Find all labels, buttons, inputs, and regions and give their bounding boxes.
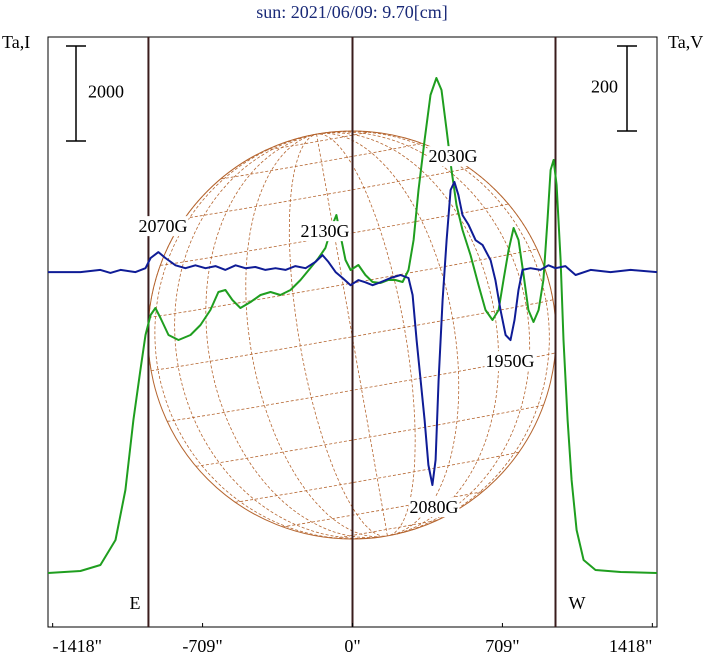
chart-title: sun: 2021/06/09: 9.70[cm]	[256, 2, 448, 22]
annotation: 2130G	[301, 221, 350, 241]
annotation: 2070G	[139, 216, 188, 236]
scale-bar-label: 2000	[88, 82, 124, 102]
annotation: 2030G	[429, 146, 478, 166]
series-line	[47, 77, 658, 574]
annotation: 2080G	[410, 497, 459, 517]
disk-grid-line	[235, 451, 520, 503]
disk-grid-line	[288, 133, 385, 537]
disk-grid-line	[316, 134, 388, 536]
disk-grid-line	[150, 299, 554, 371]
disk-grid-line	[174, 133, 379, 539]
annotation-bg	[408, 497, 460, 518]
x-tick-label: 1418"	[609, 636, 652, 656]
annotation: 1950G	[486, 351, 535, 371]
limb-label: E	[130, 593, 141, 613]
disk-grid-line	[316, 131, 531, 535]
disk-grid-line	[167, 352, 556, 422]
limb-label: W	[569, 593, 586, 613]
solar-disk	[147, 130, 557, 540]
annotation-bg	[484, 351, 536, 372]
disk-grid-line	[316, 133, 460, 536]
disk-grid-line	[316, 130, 554, 300]
annotation-bg	[299, 221, 351, 242]
x-tick-label: -709"	[182, 636, 222, 656]
x-tick-label: -1418"	[53, 636, 102, 656]
disk-grid-line	[154, 133, 378, 540]
annotation-bg	[137, 216, 189, 237]
annotation-bg	[427, 146, 479, 167]
x-tick-label: 0"	[344, 636, 360, 656]
disk-grid-line	[316, 130, 550, 535]
scale-bar-label: 200	[591, 77, 618, 97]
x-tick-label: 709"	[485, 636, 519, 656]
y-axis-label: Ta,I	[2, 32, 30, 52]
disk-grid-line	[245, 133, 383, 538]
disk-grid-line	[205, 133, 381, 538]
series-line	[48, 180, 658, 486]
y2-axis-label: Ta,V	[668, 32, 703, 52]
disk-grid-line	[316, 132, 500, 535]
